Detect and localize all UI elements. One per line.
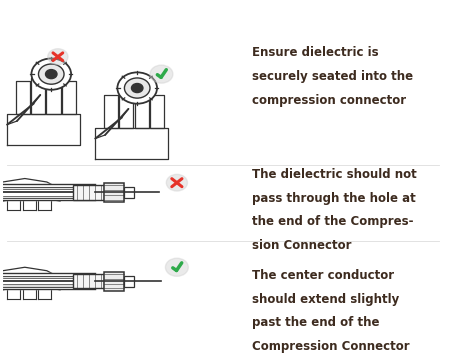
FancyBboxPatch shape (73, 274, 104, 289)
FancyBboxPatch shape (124, 276, 134, 287)
Circle shape (150, 65, 173, 83)
Text: pass through the hole at: pass through the hole at (252, 192, 415, 205)
FancyBboxPatch shape (104, 272, 124, 291)
Text: The center conductor: The center conductor (252, 269, 394, 282)
Circle shape (117, 72, 157, 104)
FancyBboxPatch shape (73, 185, 104, 200)
FancyBboxPatch shape (124, 187, 134, 198)
Circle shape (132, 83, 143, 93)
Circle shape (165, 258, 188, 276)
Text: securely seated into the: securely seated into the (252, 70, 413, 83)
Text: the end of the Compres-: the end of the Compres- (252, 216, 413, 228)
Text: past the end of the: past the end of the (252, 316, 379, 329)
Text: should extend slightly: should extend slightly (252, 292, 399, 306)
Circle shape (166, 174, 187, 191)
Text: Ensure dielectric is: Ensure dielectric is (252, 46, 378, 59)
Text: compression connector: compression connector (252, 93, 406, 107)
Text: The dielectric should not: The dielectric should not (252, 168, 417, 181)
Circle shape (124, 78, 150, 98)
Text: sion Connector: sion Connector (252, 239, 351, 252)
FancyBboxPatch shape (104, 183, 124, 202)
Circle shape (46, 69, 57, 79)
Circle shape (32, 58, 71, 90)
Text: Compression Connector: Compression Connector (252, 340, 409, 353)
Circle shape (38, 64, 64, 84)
Circle shape (48, 49, 68, 65)
